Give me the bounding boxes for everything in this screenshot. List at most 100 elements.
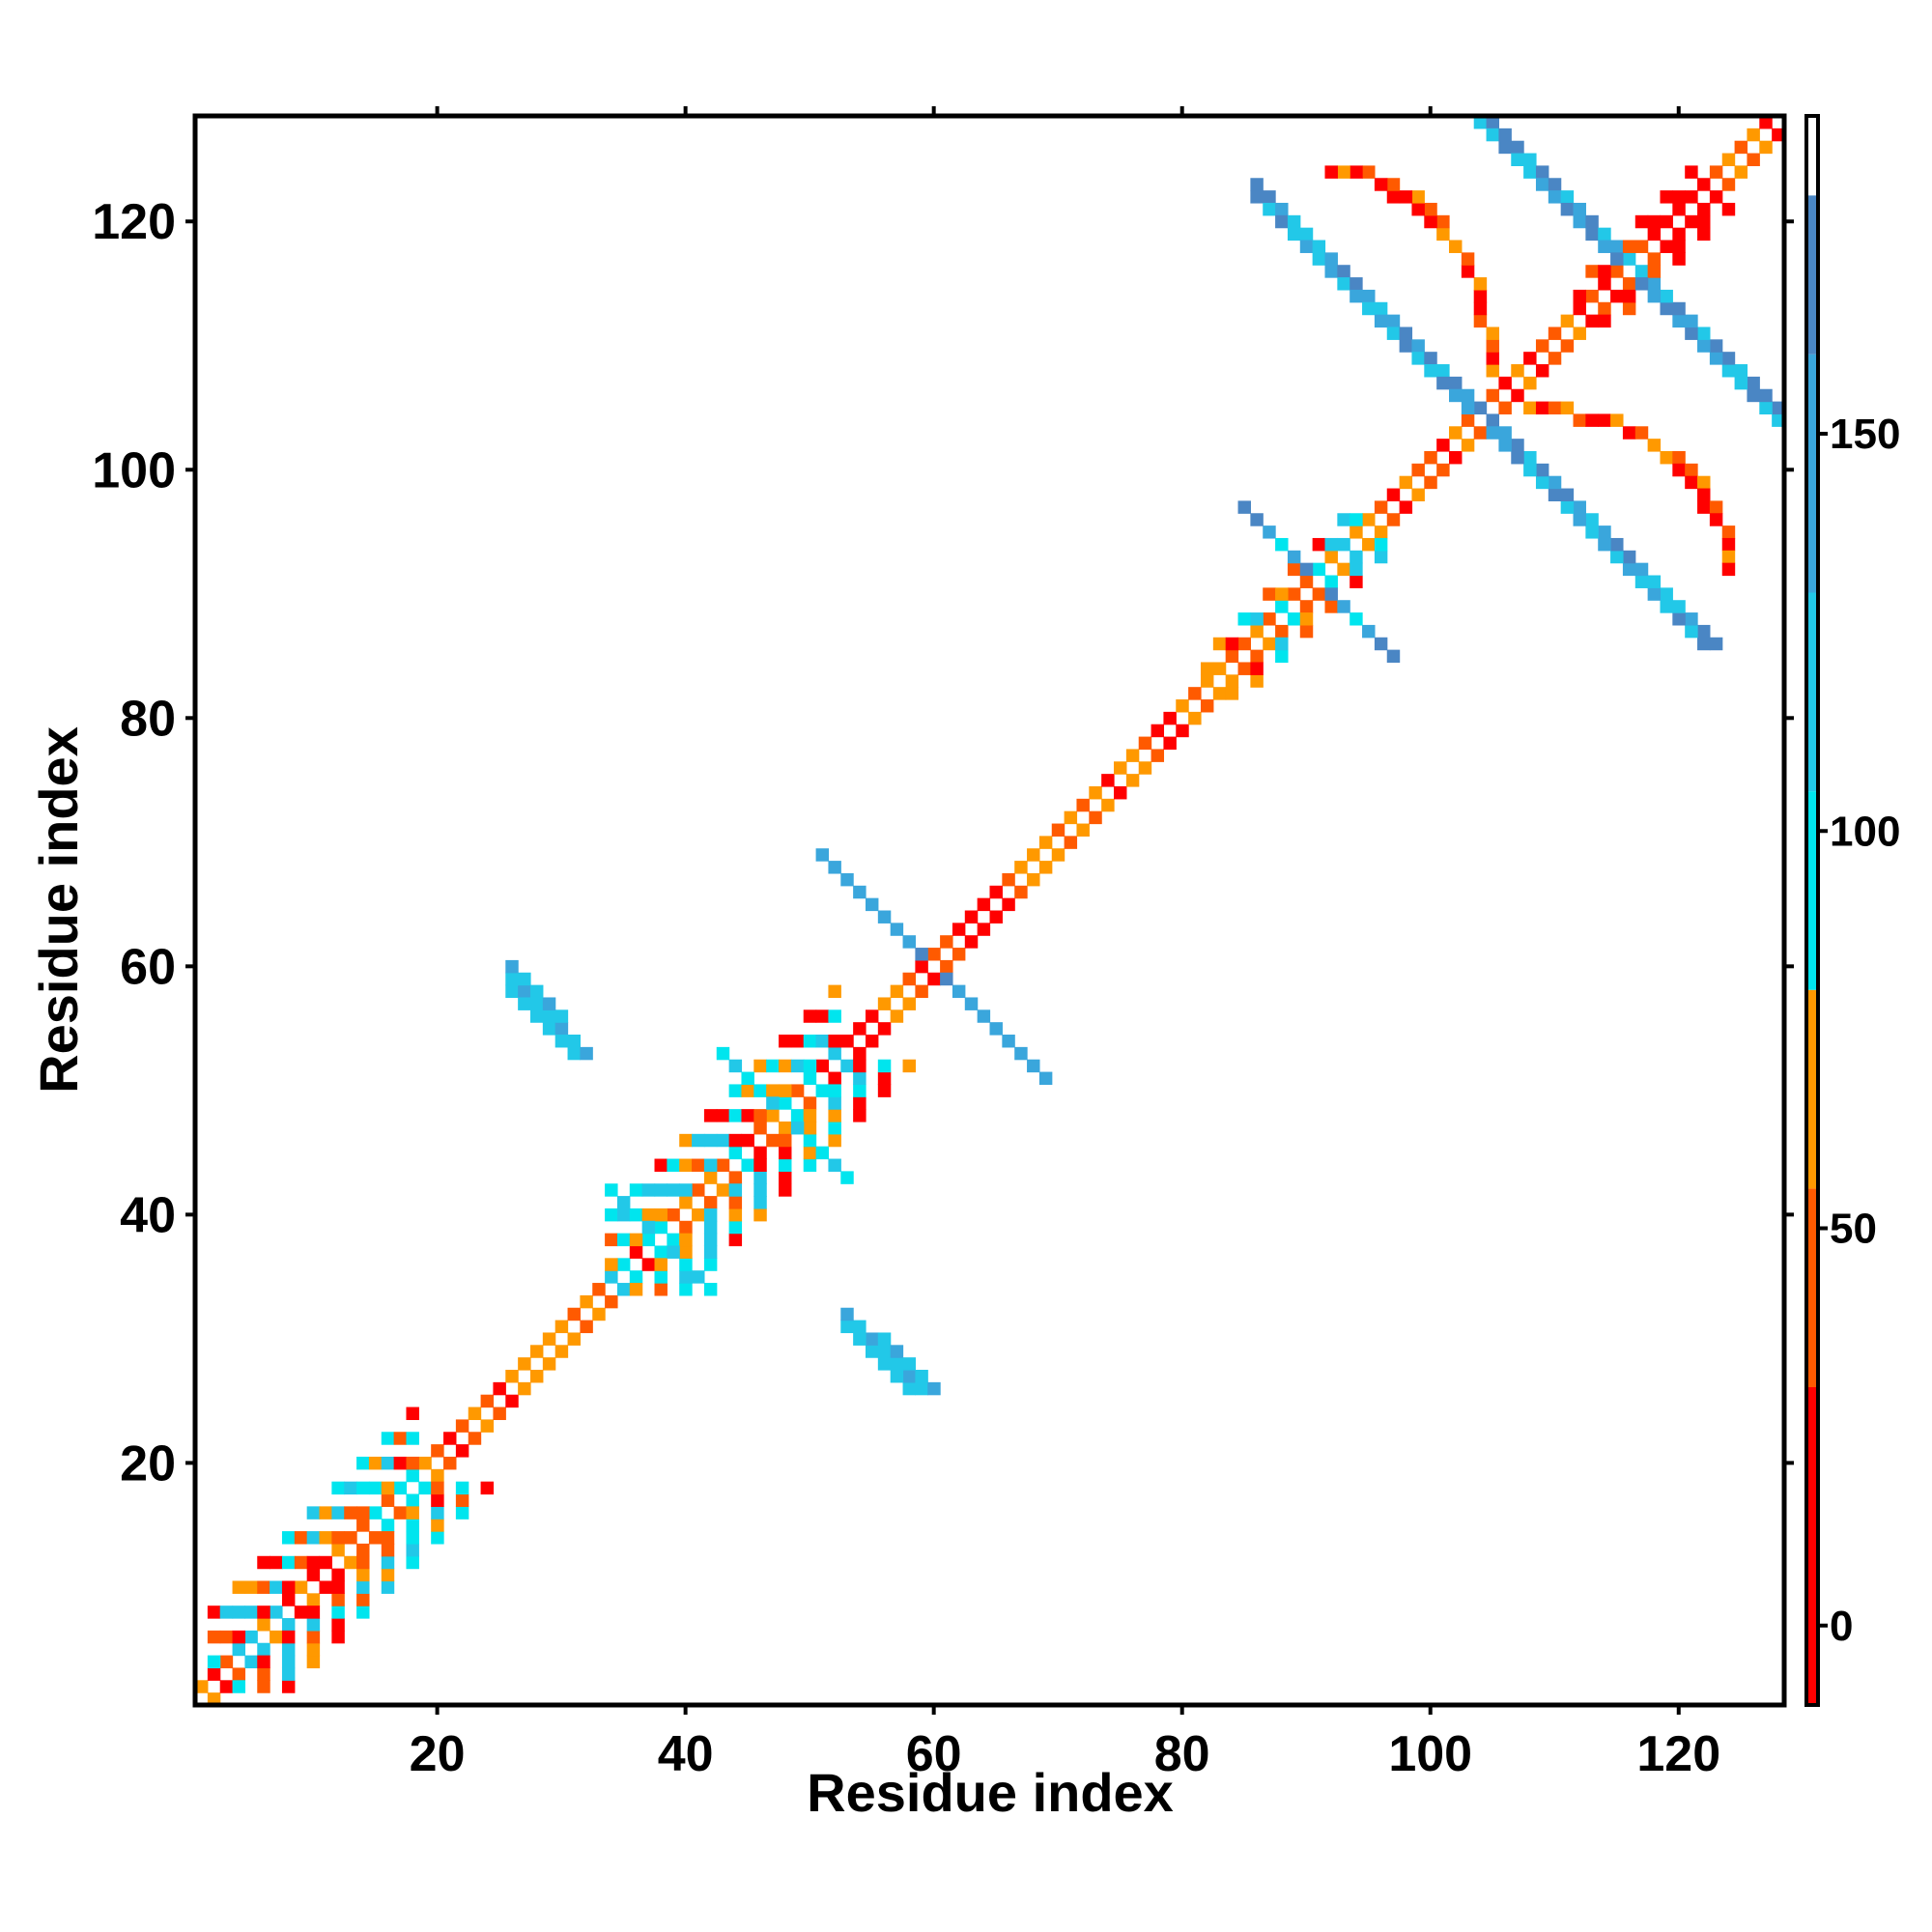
heatmap-cell [1125, 749, 1140, 762]
heatmap-cell [853, 1109, 867, 1122]
heatmap-cell [1250, 624, 1264, 639]
heatmap-cell [1535, 165, 1549, 179]
heatmap-cell [1498, 401, 1512, 415]
heatmap-cell [219, 1655, 234, 1669]
heatmap-cell [306, 1630, 321, 1644]
x-tick-label: 120 [1636, 1726, 1720, 1782]
heatmap-cell [1299, 612, 1314, 626]
heatmap-cell [1002, 897, 1015, 912]
heatmap-cell [890, 1009, 904, 1023]
colorbar-band [1806, 116, 1818, 196]
heatmap-cell [815, 1146, 830, 1160]
heatmap-cell [890, 1357, 904, 1371]
heatmap-cell [1362, 624, 1376, 639]
heatmap-cell [1610, 550, 1624, 564]
heatmap-cell [692, 1270, 705, 1284]
heatmap-cell [381, 1531, 395, 1545]
heatmap-cell [1200, 674, 1214, 688]
heatmap-cell [1685, 463, 1698, 477]
heatmap-cell [1498, 128, 1512, 142]
heatmap-cell [1634, 575, 1649, 588]
heatmap-cell [1697, 475, 1711, 490]
heatmap-cell [1225, 687, 1239, 700]
heatmap-cell [1747, 376, 1760, 390]
heatmap-cell [654, 1258, 668, 1271]
heatmap-cell [605, 1270, 618, 1284]
heatmap-cell [1399, 339, 1413, 353]
heatmap-cell [1598, 240, 1611, 253]
colorbar-tick-label: 0 [1830, 1603, 1853, 1650]
heatmap-cell [232, 1680, 246, 1693]
heatmap-cell [1721, 178, 1736, 191]
heatmap-cell [542, 1357, 556, 1371]
heatmap-cell [741, 1084, 754, 1097]
heatmap-cell [803, 1035, 817, 1048]
colorbar-band [1806, 592, 1818, 792]
heatmap-cell [605, 1294, 618, 1309]
heatmap-cell [443, 1456, 457, 1470]
heatmap-cell [1573, 500, 1586, 514]
heatmap-cell [244, 1605, 258, 1619]
heatmap-cell [1225, 674, 1239, 688]
heatmap-cell [803, 1096, 817, 1110]
heatmap-cell [779, 1146, 792, 1160]
heatmap-cell [1573, 214, 1586, 229]
heatmap-cell [1697, 637, 1711, 651]
heatmap-cell [257, 1680, 270, 1693]
heatmap-cell [753, 1158, 767, 1172]
heatmap-cell [1386, 488, 1401, 501]
heatmap-cell [1151, 724, 1165, 738]
heatmap-cell [518, 1381, 531, 1396]
heatmap-cell [518, 984, 531, 999]
heatmap-cell [195, 1680, 209, 1693]
heatmap-cell [529, 1345, 544, 1358]
heatmap-cell [828, 1121, 841, 1135]
heatmap-cell [728, 1171, 743, 1184]
heatmap-cell [853, 1059, 867, 1073]
heatmap-cell [1399, 327, 1413, 340]
heatmap-cell [1610, 265, 1624, 278]
heatmap-cell [1697, 214, 1711, 229]
heatmap-cell [1622, 426, 1636, 440]
heatmap-cell [1511, 388, 1524, 403]
heatmap-cell [1038, 861, 1053, 874]
heatmap-cell [1337, 513, 1350, 526]
heatmap-cell [567, 1307, 581, 1321]
heatmap-cell [654, 1283, 668, 1296]
heatmap-cell [1573, 513, 1586, 526]
heatmap-cell [1535, 364, 1549, 378]
heatmap-cell [703, 1208, 718, 1222]
heatmap-cell [853, 1332, 867, 1346]
heatmap-cell [753, 1059, 767, 1073]
heatmap-cell [728, 1183, 743, 1197]
heatmap-cell [616, 1196, 631, 1209]
heatmap-cell [1411, 202, 1425, 216]
heatmap-cell [1486, 128, 1500, 142]
heatmap-cell [356, 1568, 370, 1582]
heatmap-cell [344, 1531, 357, 1545]
heatmap-cell [219, 1605, 234, 1619]
heatmap-cell [1188, 711, 1202, 725]
heatmap-cell [1350, 289, 1363, 303]
colorbar-band [1806, 989, 1818, 1189]
heatmap-cell [1498, 376, 1512, 390]
heatmap-cell [368, 1456, 383, 1470]
heatmap-cell [803, 1158, 817, 1172]
heatmap-cell [406, 1531, 419, 1545]
heatmap-cell [1697, 227, 1711, 242]
heatmap-cell [1299, 624, 1314, 639]
heatmap-cell [1350, 575, 1363, 588]
heatmap-cell [270, 1580, 283, 1594]
heatmap-cell [1610, 537, 1624, 552]
heatmap-cell [1424, 202, 1437, 216]
heatmap-cell [554, 1320, 569, 1334]
heatmap-cell [1299, 575, 1314, 588]
heatmap-cell [703, 1196, 718, 1209]
heatmap-cell [493, 1406, 506, 1421]
heatmap-cell [1299, 240, 1314, 253]
heatmap-cell [1449, 426, 1463, 440]
heatmap-cell [728, 1059, 743, 1073]
heatmap-cell [1275, 587, 1289, 601]
heatmap-cell [1263, 526, 1276, 539]
heatmap-cell [1660, 190, 1673, 204]
